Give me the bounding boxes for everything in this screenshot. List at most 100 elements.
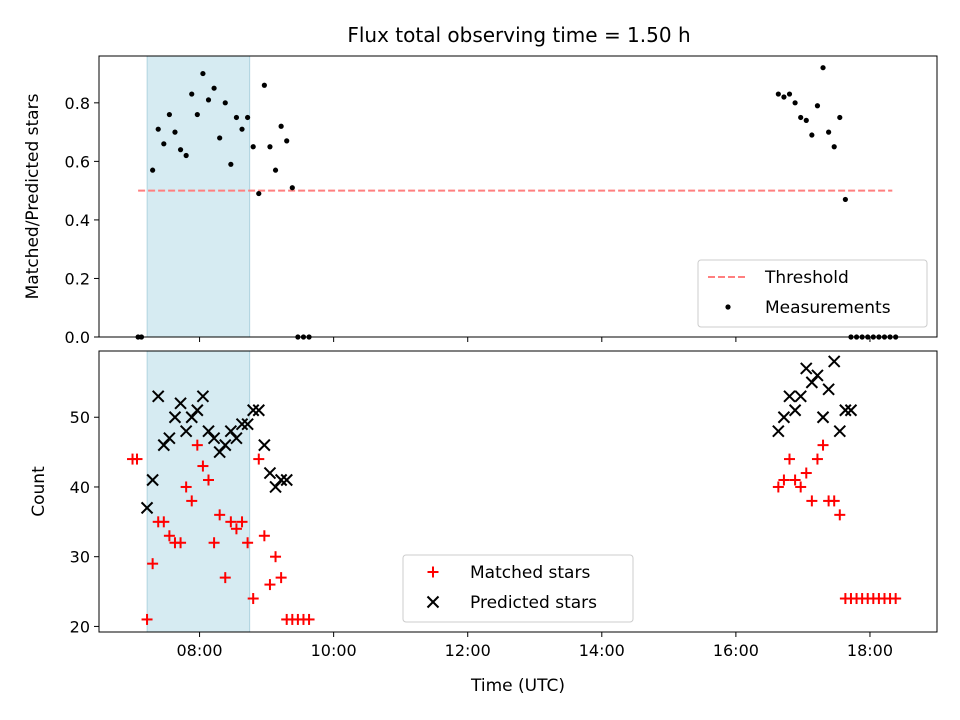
measurement-point xyxy=(161,141,167,147)
matched-star-point xyxy=(191,439,203,451)
matched-star-point xyxy=(795,481,807,493)
bottom-panel: 20 30 40 50 08:00 10:00 12:00 14:00 16:00 18:00 C… xyxy=(29,350,938,696)
matched-star-point xyxy=(158,516,170,528)
measurement-point xyxy=(775,91,781,97)
predicted-star-point xyxy=(816,411,830,424)
y-tick-label: 20 xyxy=(70,617,90,636)
matched-star-point xyxy=(175,537,187,549)
predicted-star-point xyxy=(179,424,193,438)
predicted-star-point xyxy=(140,501,154,515)
legend-label: Measurements xyxy=(765,298,891,318)
predicted-star-point xyxy=(839,404,852,417)
legend-key-predicted xyxy=(426,595,440,609)
predicted-star-point xyxy=(163,431,176,445)
predicted-star-point xyxy=(168,411,182,424)
matched-star-point xyxy=(258,530,270,542)
measurement-point xyxy=(261,82,267,88)
bottom-observing-window-shade xyxy=(146,350,251,633)
predicted-star-point xyxy=(822,383,835,396)
matched-star-point xyxy=(147,558,159,570)
matched-star-point xyxy=(264,579,276,591)
matched-star-point xyxy=(163,530,175,542)
measurement-point xyxy=(155,126,161,132)
predicted-star-point xyxy=(772,424,785,438)
predicted-star-point xyxy=(174,397,187,410)
y-tick-label: 0.6 xyxy=(65,152,90,171)
measurement-point xyxy=(284,138,290,144)
predicted-star-point xyxy=(258,438,271,452)
bottom-y-axis-label: Count xyxy=(29,466,49,517)
chart-title: Flux total observing time = 1.50 h xyxy=(347,23,690,47)
legend-key-matched xyxy=(427,566,439,578)
y-tick-label: 0.8 xyxy=(65,94,90,113)
matched-star-point xyxy=(275,572,287,584)
measurement-point xyxy=(814,103,821,109)
matched-star-point xyxy=(811,453,823,465)
measurement-point xyxy=(228,161,234,167)
predicted-star-point xyxy=(800,362,813,375)
predicted-star-point xyxy=(191,404,204,417)
predicted-star-point xyxy=(152,390,165,403)
matched-star-point xyxy=(219,572,231,584)
y-tick-label: 0.2 xyxy=(65,269,90,288)
predicted-star-point xyxy=(833,424,846,438)
matched-star-point xyxy=(303,613,315,625)
y-tick-label: 0.0 xyxy=(65,328,90,347)
measurement-point xyxy=(842,196,848,203)
matched-star-point xyxy=(225,516,237,528)
legend-box xyxy=(697,259,928,328)
matched-star-point xyxy=(772,481,784,493)
top-legend: Threshold Measurements xyxy=(697,259,928,328)
x-tick-label: 16:00 xyxy=(713,641,759,660)
measurement-point xyxy=(183,152,189,159)
matched-star-point xyxy=(131,453,143,465)
top-axis-ticks: 0.0 0.2 0.4 0.6 0.8 xyxy=(65,94,871,347)
measurement-point xyxy=(289,185,295,191)
predicted-star-point xyxy=(811,369,824,382)
measurement-point xyxy=(233,114,240,121)
top-axes-frame xyxy=(98,55,938,338)
predicted-star-point xyxy=(219,438,232,452)
legend-box xyxy=(402,554,634,623)
measurement-point xyxy=(826,129,832,135)
predicted-star-point xyxy=(230,431,243,445)
matched-star-point xyxy=(800,467,812,479)
matched-star-point xyxy=(778,474,790,486)
measurement-point xyxy=(194,111,200,118)
measurement-point xyxy=(781,94,787,100)
predicted-star-point xyxy=(235,418,249,431)
measurement-point xyxy=(798,114,804,121)
predicted-star-point xyxy=(246,404,260,417)
bottom-plot-marks xyxy=(127,355,902,625)
predicted-star-point xyxy=(146,473,159,487)
predicted-star-point xyxy=(252,404,265,417)
measurement-point xyxy=(786,91,793,97)
matched-star-point xyxy=(247,593,259,605)
measurement-point xyxy=(172,129,178,135)
y-tick-label: 50 xyxy=(70,408,90,427)
matched-star-point xyxy=(141,613,153,625)
x-tick-label: 08:00 xyxy=(177,641,223,660)
bottom-legend: Matched stars Predicted stars xyxy=(402,554,634,623)
x-tick-label: 18:00 xyxy=(847,641,893,660)
measurement-point xyxy=(250,144,256,150)
top-observing-window-shade xyxy=(146,55,251,338)
top-panel: 0.00.20.40.60.8 Matched/Predicted stars … xyxy=(23,55,938,347)
predicted-star-point xyxy=(207,431,221,445)
matched-star-point xyxy=(270,551,282,563)
matched-star-point xyxy=(817,439,829,451)
measurement-point xyxy=(820,65,826,71)
measurement-point xyxy=(217,135,223,141)
predicted-star-point xyxy=(844,404,858,417)
measurement-point xyxy=(803,117,809,123)
x-tick-label: 10:00 xyxy=(311,641,357,660)
legend-label: Threshold xyxy=(764,268,849,288)
measurement-point xyxy=(792,100,798,106)
matched-star-point xyxy=(789,474,801,486)
measurement-point xyxy=(245,114,251,121)
measurement-point xyxy=(239,126,245,132)
matched-star-point xyxy=(784,453,796,465)
predicted-star-point xyxy=(274,473,288,487)
measurement-point xyxy=(189,91,195,97)
